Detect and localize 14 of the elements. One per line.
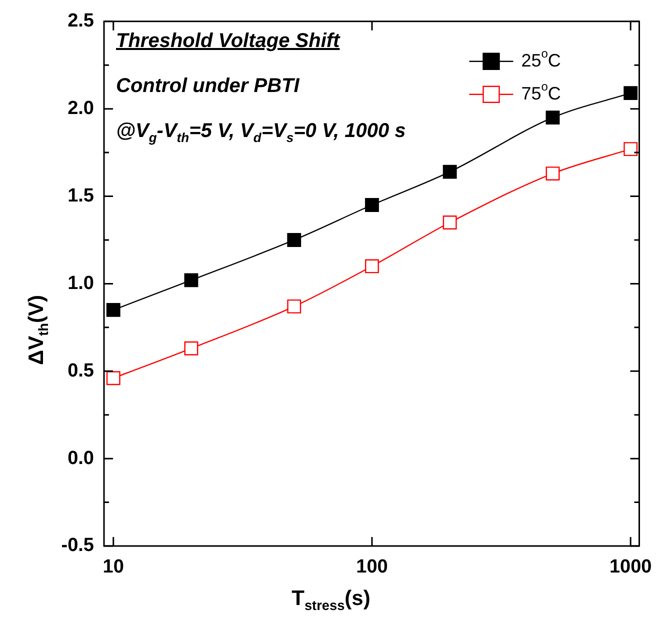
x-axis-title: T$_{stress}$(s) bbox=[290, 587, 372, 614]
y-tick-label: 1.0 bbox=[68, 272, 94, 294]
y-tick-label: 1.5 bbox=[68, 186, 94, 206]
y-tick-label: 2.0 bbox=[68, 98, 94, 120]
y-tick-label: -0.5 bbox=[61, 535, 94, 556]
annotation: Threshold Voltage Shift bbox=[116, 30, 340, 53]
x-tick-label: 1000 bbox=[609, 556, 652, 578]
x-tick-label: 10 bbox=[102, 556, 124, 578]
annotation: Control under PBTI bbox=[116, 75, 300, 98]
y-tick-label: 0.5 bbox=[68, 360, 94, 382]
text: @V$_{g}$-V$_{th}$=5 V, V$_{d}$=V$_{s}$=0 V, 1000 s bbox=[116, 120, 406, 145]
y-tick-label: 2.5 bbox=[68, 10, 94, 32]
x-tick-label: 100 bbox=[356, 556, 388, 578]
y-tick-label: 0.0 bbox=[68, 448, 94, 469]
